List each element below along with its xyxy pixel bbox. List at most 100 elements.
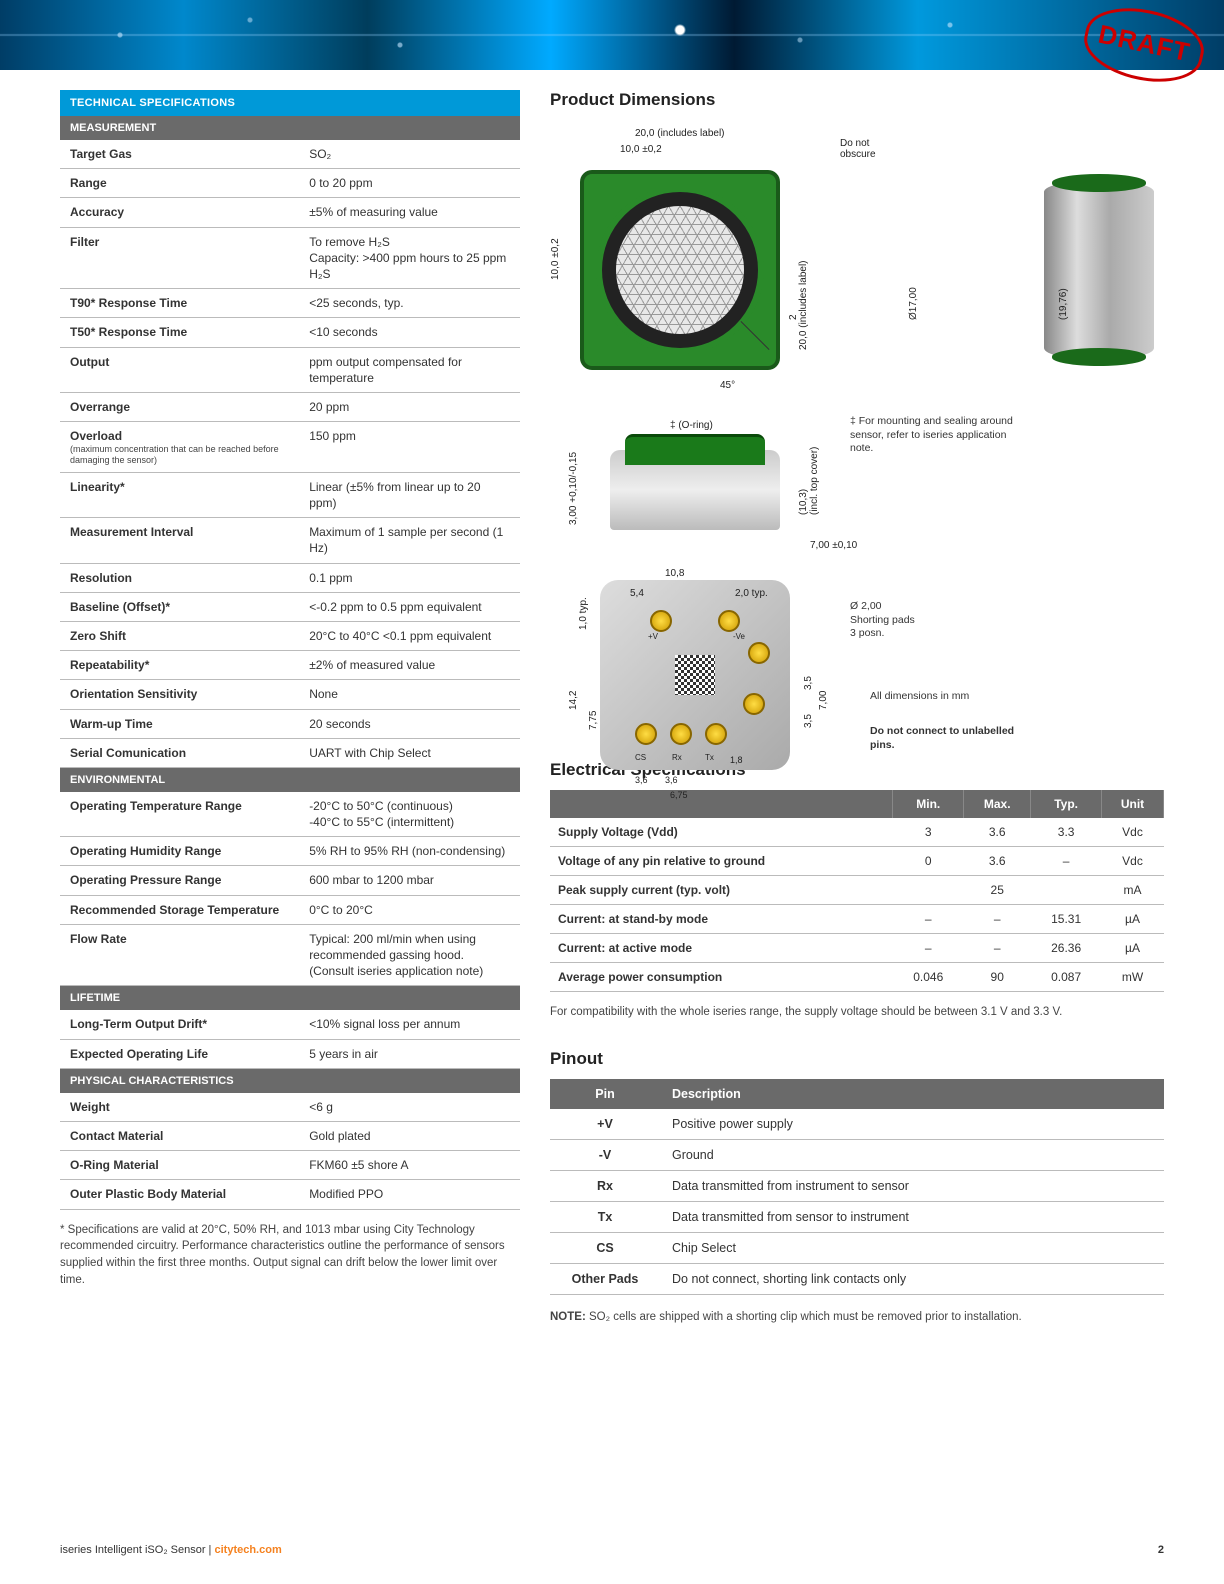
table-row: Average power consumption0.046900.087mW — [550, 963, 1164, 992]
table-row: CSChip Select — [550, 1232, 1164, 1263]
pad-rx — [670, 723, 692, 745]
lifetime-table: Long-Term Output Drift*<10% signal loss … — [60, 1010, 520, 1068]
dim-7-00: 7,00 — [818, 691, 829, 710]
spec-value: ppm output compensated for temperature — [299, 347, 520, 392]
spec-value: FKM60 ±5 shore A — [299, 1151, 520, 1180]
pad-short1 — [748, 642, 770, 664]
pad-cs — [635, 723, 657, 745]
dim-3-5a: 3,5 — [803, 714, 814, 728]
dim-14-2: 14,2 — [568, 691, 579, 710]
dim-oring-note: ‡ For mounting and sealing around sensor… — [850, 415, 1020, 456]
dim-7-75: 7,75 — [588, 711, 599, 730]
elec-min — [893, 876, 964, 905]
elec-label: Supply Voltage (Vdd) — [550, 818, 893, 847]
spec-value: 5 years in air — [299, 1039, 520, 1068]
pinout-desc: Do not connect, shorting link contacts o… — [660, 1263, 1164, 1294]
table-row: Contact MaterialGold plated — [60, 1121, 520, 1150]
elec-typ: 26.36 — [1031, 934, 1102, 963]
pinout-pin: Tx — [550, 1201, 660, 1232]
elec-unit: µA — [1102, 905, 1164, 934]
pin-rx-label: Rx — [672, 753, 682, 762]
table-row: TxData transmitted from sensor to instru… — [550, 1201, 1164, 1232]
pinout-header: Description — [660, 1079, 1164, 1109]
elec-label: Average power consumption — [550, 963, 893, 992]
spec-value: Modified PPO — [299, 1180, 520, 1209]
table-row: Overrange20 ppm — [60, 392, 520, 421]
dimensions-title: Product Dimensions — [550, 90, 1164, 110]
spec-label: Accuracy — [60, 198, 299, 227]
pinout-pin: -V — [550, 1139, 660, 1170]
spec-label: T50* Response Time — [60, 318, 299, 347]
elec-label: Current: at active mode — [550, 934, 893, 963]
table-row: Zero Shift20°C to 40°C <0.1 ppm equivale… — [60, 621, 520, 650]
elec-max: – — [964, 905, 1031, 934]
elec-unit: Vdc — [1102, 818, 1164, 847]
spec-value: 600 mbar to 1200 mbar — [299, 866, 520, 895]
elec-unit: Vdc — [1102, 847, 1164, 876]
physical-table: Weight<6 gContact MaterialGold platedO-R… — [60, 1093, 520, 1210]
dim-oring: ‡ (O-ring) — [670, 420, 713, 431]
pinout-pin: Rx — [550, 1170, 660, 1201]
elec-max: 90 — [964, 963, 1031, 992]
lifetime-header: LIFETIME — [60, 986, 520, 1010]
table-row: +VPositive power supply — [550, 1109, 1164, 1140]
page-footer: iseries Intelligent iSO₂ Sensor | cityte… — [60, 1544, 1164, 1556]
table-row: Voltage of any pin relative to ground03.… — [550, 847, 1164, 876]
pinout-table: PinDescription+VPositive power supply-VG… — [550, 1079, 1164, 1295]
table-row: Peak supply current (typ. volt)25mA — [550, 876, 1164, 905]
pinout-pin: +V — [550, 1109, 660, 1140]
elec-min: 0 — [893, 847, 964, 876]
header-banner — [0, 0, 1224, 70]
spec-value: ±2% of measured value — [299, 651, 520, 680]
table-row: Target GasSO₂ — [60, 140, 520, 169]
spec-value: Gold plated — [299, 1121, 520, 1150]
spec-label: Serial Comunication — [60, 738, 299, 767]
pinout-desc: Chip Select — [660, 1232, 1164, 1263]
dim-side-height: (19,76) — [1058, 288, 1069, 320]
spec-value: 20°C to 40°C <0.1 ppm equivalent — [299, 621, 520, 650]
spec-value: UART with Chip Select — [299, 738, 520, 767]
table-row: Supply Voltage (Vdd)33.63.3Vdc — [550, 818, 1164, 847]
note-prefix: NOTE: — [550, 1311, 586, 1323]
spec-label: Weight — [60, 1093, 299, 1122]
spec-value: Typical: 200 ml/min when using recommend… — [299, 924, 520, 986]
table-row: Accuracy±5% of measuring value — [60, 198, 520, 227]
dim-width-full: 20,0 (includes label) — [635, 128, 725, 139]
spec-value: 5% RH to 95% RH (non-condensing) — [299, 837, 520, 866]
elec-max: – — [964, 934, 1031, 963]
dim-10-8: 10,8 — [665, 568, 684, 579]
spec-label: Orientation Sensitivity — [60, 680, 299, 709]
spec-label: O-Ring Material — [60, 1151, 299, 1180]
pinout-desc: Positive power supply — [660, 1109, 1164, 1140]
table-row: Operating Temperature Range-20°C to 50°C… — [60, 792, 520, 837]
spec-label: Outer Plastic Body Material — [60, 1180, 299, 1209]
measurement-header: MEASUREMENT — [60, 116, 520, 140]
table-row: Operating Pressure Range600 mbar to 1200… — [60, 866, 520, 895]
spec-label: Target Gas — [60, 140, 299, 169]
spec-value: <10 seconds — [299, 318, 520, 347]
dim-3-6a: 3,6 — [635, 775, 648, 785]
table-row: Long-Term Output Drift*<10% signal loss … — [60, 1010, 520, 1039]
elec-min: – — [893, 905, 964, 934]
elec-unit: mW — [1102, 963, 1164, 992]
table-row: T90* Response Time<25 seconds, typ. — [60, 289, 520, 318]
dim-1-0: 1,0 typ. — [578, 597, 589, 630]
dimensions-diagram: 20,0 (includes label) 10,0 ±0,2 Do not o… — [550, 120, 1164, 740]
elec-header: Typ. — [1031, 790, 1102, 818]
right-column: Product Dimensions 20,0 (includes label)… — [550, 90, 1164, 1325]
spec-label: Measurement Interval — [60, 518, 299, 563]
dim-width-half: 10,0 ±0,2 — [620, 144, 662, 155]
spec-label: T90* Response Time — [60, 289, 299, 318]
sensor-side-view — [1044, 180, 1154, 360]
elec-typ — [1031, 876, 1102, 905]
table-row: Flow RateTypical: 200 ml/min when using … — [60, 924, 520, 986]
note-text: SO₂ cells are shipped with a shorting cl… — [586, 1311, 1022, 1323]
pad-short2 — [743, 693, 765, 715]
table-row: -VGround — [550, 1139, 1164, 1170]
pinout-pin: Other Pads — [550, 1263, 660, 1294]
table-row: Baseline (Offset)*<-0.2 ppm to 0.5 ppm e… — [60, 592, 520, 621]
sensor-bottom-view: +V -Ve CS Rx Tx — [600, 580, 790, 770]
table-row: Warm-up Time20 seconds — [60, 709, 520, 738]
elec-max: 3.6 — [964, 847, 1031, 876]
dim-height-full: 20,0 (includes label) — [798, 261, 809, 351]
